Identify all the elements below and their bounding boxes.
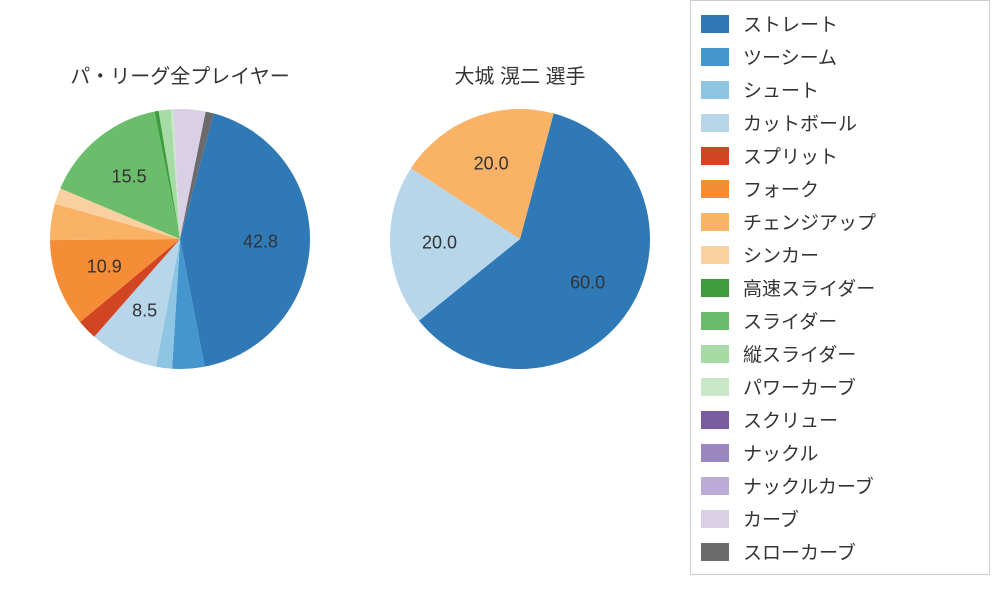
legend: ストレートツーシームシュートカットボールスプリットフォークチェンジアップシンカー… [690, 0, 990, 575]
pie-left: 42.88.510.915.5 [50, 109, 310, 369]
legend-swatch [701, 345, 729, 363]
legend-swatch [701, 411, 729, 429]
legend-item: シンカー [701, 238, 979, 271]
legend-item: スローカーブ [701, 535, 979, 568]
pie-left-wrap: パ・リーグ全プレイヤー 42.88.510.915.5 [10, 60, 350, 369]
legend-item: ツーシーム [701, 40, 979, 73]
legend-item: スプリット [701, 139, 979, 172]
legend-swatch [701, 312, 729, 330]
legend-swatch [701, 15, 729, 33]
legend-item: ナックル [701, 436, 979, 469]
charts-area: パ・リーグ全プレイヤー 42.88.510.915.5 大城 滉二 選手 60.… [0, 0, 700, 600]
legend-swatch [701, 180, 729, 198]
legend-swatch [701, 213, 729, 231]
legend-label: フォーク [743, 175, 819, 202]
legend-swatch [701, 81, 729, 99]
chart-container: { "chart_left": { "title": "パ・リーグ全プレイヤー"… [0, 0, 1000, 600]
legend-swatch [701, 246, 729, 264]
legend-label: カーブ [743, 505, 799, 532]
legend-swatch [701, 378, 729, 396]
legend-label: シンカー [743, 241, 819, 268]
legend-label: チェンジアップ [743, 208, 876, 235]
legend-swatch [701, 114, 729, 132]
legend-label: スプリット [743, 142, 838, 169]
pie-right: 60.020.020.0 [390, 109, 650, 369]
legend-item: パワーカーブ [701, 370, 979, 403]
legend-swatch [701, 477, 729, 495]
legend-swatch [701, 279, 729, 297]
legend-label: パワーカーブ [743, 373, 856, 400]
legend-item: ナックルカーブ [701, 469, 979, 502]
legend-label: 縦スライダー [743, 340, 856, 367]
legend-item: 高速スライダー [701, 271, 979, 304]
legend-item: カーブ [701, 502, 979, 535]
legend-label: ナックル [743, 439, 818, 466]
legend-label: カットボール [743, 109, 857, 136]
legend-swatch [701, 444, 729, 462]
legend-label: スクリュー [743, 406, 838, 433]
legend-item: カットボール [701, 106, 979, 139]
pie-right-wrap: 大城 滉二 選手 60.020.020.0 [350, 60, 690, 369]
legend-item: チェンジアップ [701, 205, 979, 238]
legend-swatch [701, 48, 729, 66]
legend-label: ナックルカーブ [743, 472, 874, 499]
legend-item: スクリュー [701, 403, 979, 436]
legend-item: 縦スライダー [701, 337, 979, 370]
legend-label: スローカーブ [743, 538, 856, 565]
legend-swatch [701, 543, 729, 561]
legend-item: フォーク [701, 172, 979, 205]
pie-right-title: 大城 滉二 選手 [350, 60, 690, 89]
legend-label: シュート [743, 76, 819, 103]
legend-item: ストレート [701, 7, 979, 40]
pie-left-title: パ・リーグ全プレイヤー [10, 60, 350, 89]
legend-label: 高速スライダー [743, 274, 875, 301]
legend-label: ツーシーム [743, 43, 837, 70]
legend-label: スライダー [743, 307, 837, 334]
legend-swatch [701, 147, 729, 165]
legend-swatch [701, 510, 729, 528]
legend-item: スライダー [701, 304, 979, 337]
legend-item: シュート [701, 73, 979, 106]
legend-label: ストレート [743, 10, 838, 37]
